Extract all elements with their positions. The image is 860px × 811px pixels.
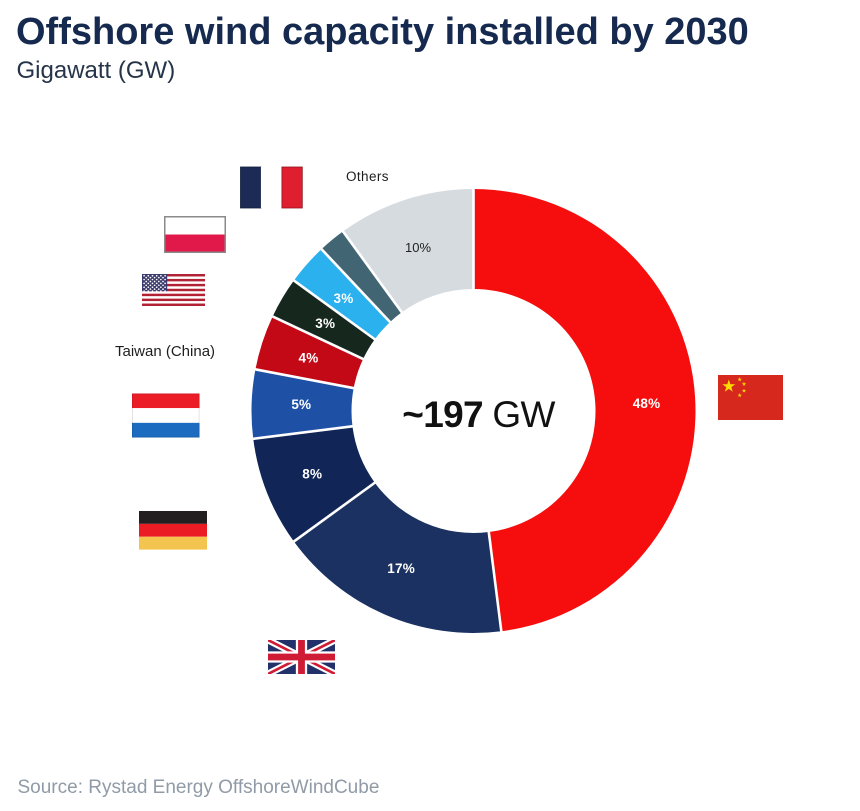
svg-text:8%: 8% (302, 467, 322, 482)
svg-text:3%: 3% (334, 291, 354, 306)
svg-text:10%: 10% (405, 240, 431, 255)
svg-text:5%: 5% (291, 397, 311, 412)
svg-text:48%: 48% (633, 396, 661, 411)
svg-text:3%: 3% (315, 316, 335, 331)
svg-text:4%: 4% (299, 351, 319, 366)
svg-text:17%: 17% (387, 561, 415, 576)
